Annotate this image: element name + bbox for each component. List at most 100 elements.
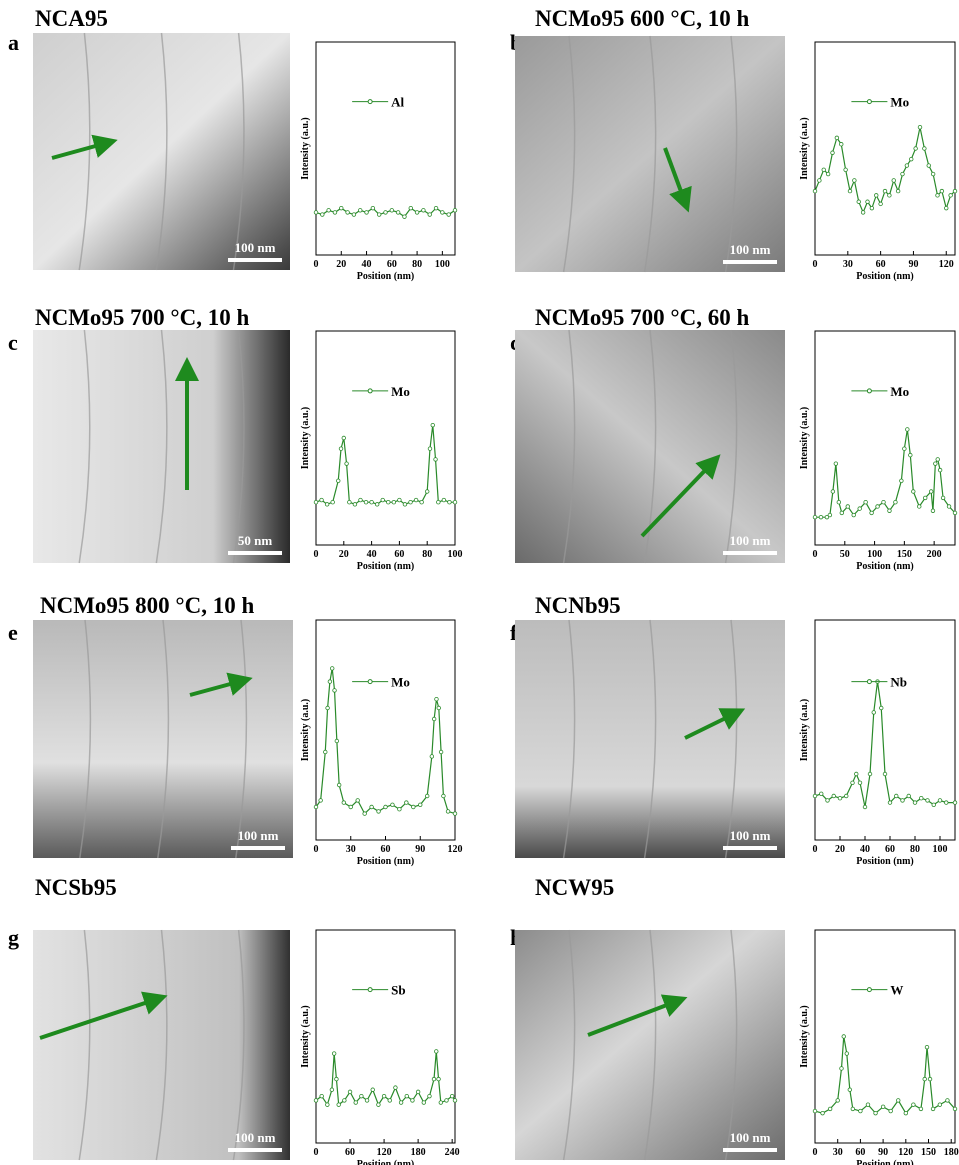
profile-point (938, 799, 942, 803)
x-tick-label: 90 (878, 1147, 888, 1158)
profile-point (342, 801, 346, 805)
legend-marker (867, 988, 871, 992)
profile-point (358, 208, 362, 212)
panel-title: NCMo95 700 °C, 10 h (35, 305, 249, 330)
scale-bar-label: 100 nm (235, 1130, 276, 1145)
profile-point (346, 211, 350, 215)
x-axis-label: Position (nm) (856, 856, 914, 867)
x-axis-label: Position (nm) (357, 856, 415, 867)
profile-point (953, 801, 957, 805)
plot-frame (815, 331, 955, 545)
profile-point (918, 125, 922, 129)
profile-point (848, 1088, 852, 1092)
x-tick-label: 0 (314, 844, 319, 855)
scale-bar-label: 100 nm (730, 1130, 771, 1145)
profile-point (912, 1103, 916, 1107)
profile-point (342, 436, 346, 440)
x-tick-label: 90 (908, 259, 918, 270)
profile-point (928, 1077, 932, 1081)
profile-point (839, 142, 843, 146)
profile-point (944, 801, 948, 805)
profile-point (901, 172, 905, 176)
profile-point (409, 206, 413, 210)
profile-point (333, 211, 337, 215)
profile-point (917, 505, 921, 509)
profile-point (392, 500, 396, 504)
panel-title: NCNb95 (535, 593, 621, 618)
profile-point (857, 200, 861, 204)
profile-point (861, 211, 865, 215)
profile-point (896, 1099, 900, 1103)
profile-point (929, 490, 933, 494)
x-axis-label: Position (nm) (856, 561, 914, 572)
profile-point (356, 799, 360, 803)
legend-label: Mo (890, 384, 909, 399)
profile-point (321, 213, 325, 217)
profile-point (418, 803, 422, 807)
profile-point (822, 168, 826, 172)
y-axis-label: Intensity (a.u.) (799, 407, 810, 470)
panel-title: NCMo95 700 °C, 60 h (535, 305, 749, 330)
profile-point (384, 805, 388, 809)
profile-point (453, 812, 457, 816)
profile-point (405, 1094, 409, 1098)
profile-point (422, 1101, 426, 1105)
profile-point (434, 206, 438, 210)
x-tick-label: 120 (898, 1147, 913, 1158)
plot-frame (815, 42, 955, 255)
profile-point (422, 208, 426, 212)
x-tick-label: 20 (835, 844, 845, 855)
profile-point (947, 505, 951, 509)
profile-point (842, 1035, 846, 1039)
x-tick-label: 180 (411, 1147, 426, 1158)
profile-point (448, 500, 452, 504)
profile-point (941, 496, 945, 500)
scale-bar-label: 50 nm (238, 533, 272, 548)
profile-point (365, 211, 369, 215)
profile-point (859, 1109, 863, 1113)
profile-point (365, 1099, 369, 1103)
profile-point (821, 1111, 825, 1115)
profile-point (343, 1099, 347, 1103)
legend-label: Nb (890, 675, 907, 690)
x-axis-label: Position (nm) (856, 271, 914, 282)
profile-point (386, 500, 390, 504)
profile-point (415, 211, 419, 215)
profile-point (854, 772, 858, 776)
profile-point (333, 689, 337, 693)
profile-point (331, 500, 335, 504)
profile-point (813, 189, 817, 193)
legend-label: W (890, 983, 903, 998)
x-tick-label: 50 (840, 549, 850, 560)
x-tick-label: 80 (412, 259, 422, 270)
profile-point (353, 503, 357, 507)
profile-point (439, 1101, 443, 1105)
profile-point (834, 462, 838, 466)
panel-title: NCA95 (35, 6, 108, 31)
plot-frame (815, 930, 955, 1143)
profile-point (348, 1090, 352, 1094)
profile-point (431, 423, 435, 427)
profile-point (399, 1101, 403, 1105)
profile-point (831, 490, 835, 494)
profile-point (314, 805, 318, 809)
scale-bar-label: 100 nm (235, 240, 276, 255)
profile-point (904, 1111, 908, 1115)
profile-point (853, 179, 857, 183)
profile-point (441, 211, 445, 215)
profile-point (953, 1107, 957, 1111)
profile-point (412, 805, 416, 809)
profile-point (396, 211, 400, 215)
profile-point (868, 772, 872, 776)
profile-point (903, 447, 907, 451)
profile-point (844, 794, 848, 798)
figure: aNCA95100 nmbNCMo95 600 °C, 10 h100 nmcN… (0, 0, 959, 1165)
profile-point (913, 801, 917, 805)
profile-point (879, 706, 883, 710)
legend-marker (867, 680, 871, 684)
profile-point (320, 498, 324, 502)
profile-point (384, 211, 388, 215)
profile-point (914, 147, 918, 151)
profile-point (414, 498, 418, 502)
panel-letter: e (8, 620, 18, 645)
